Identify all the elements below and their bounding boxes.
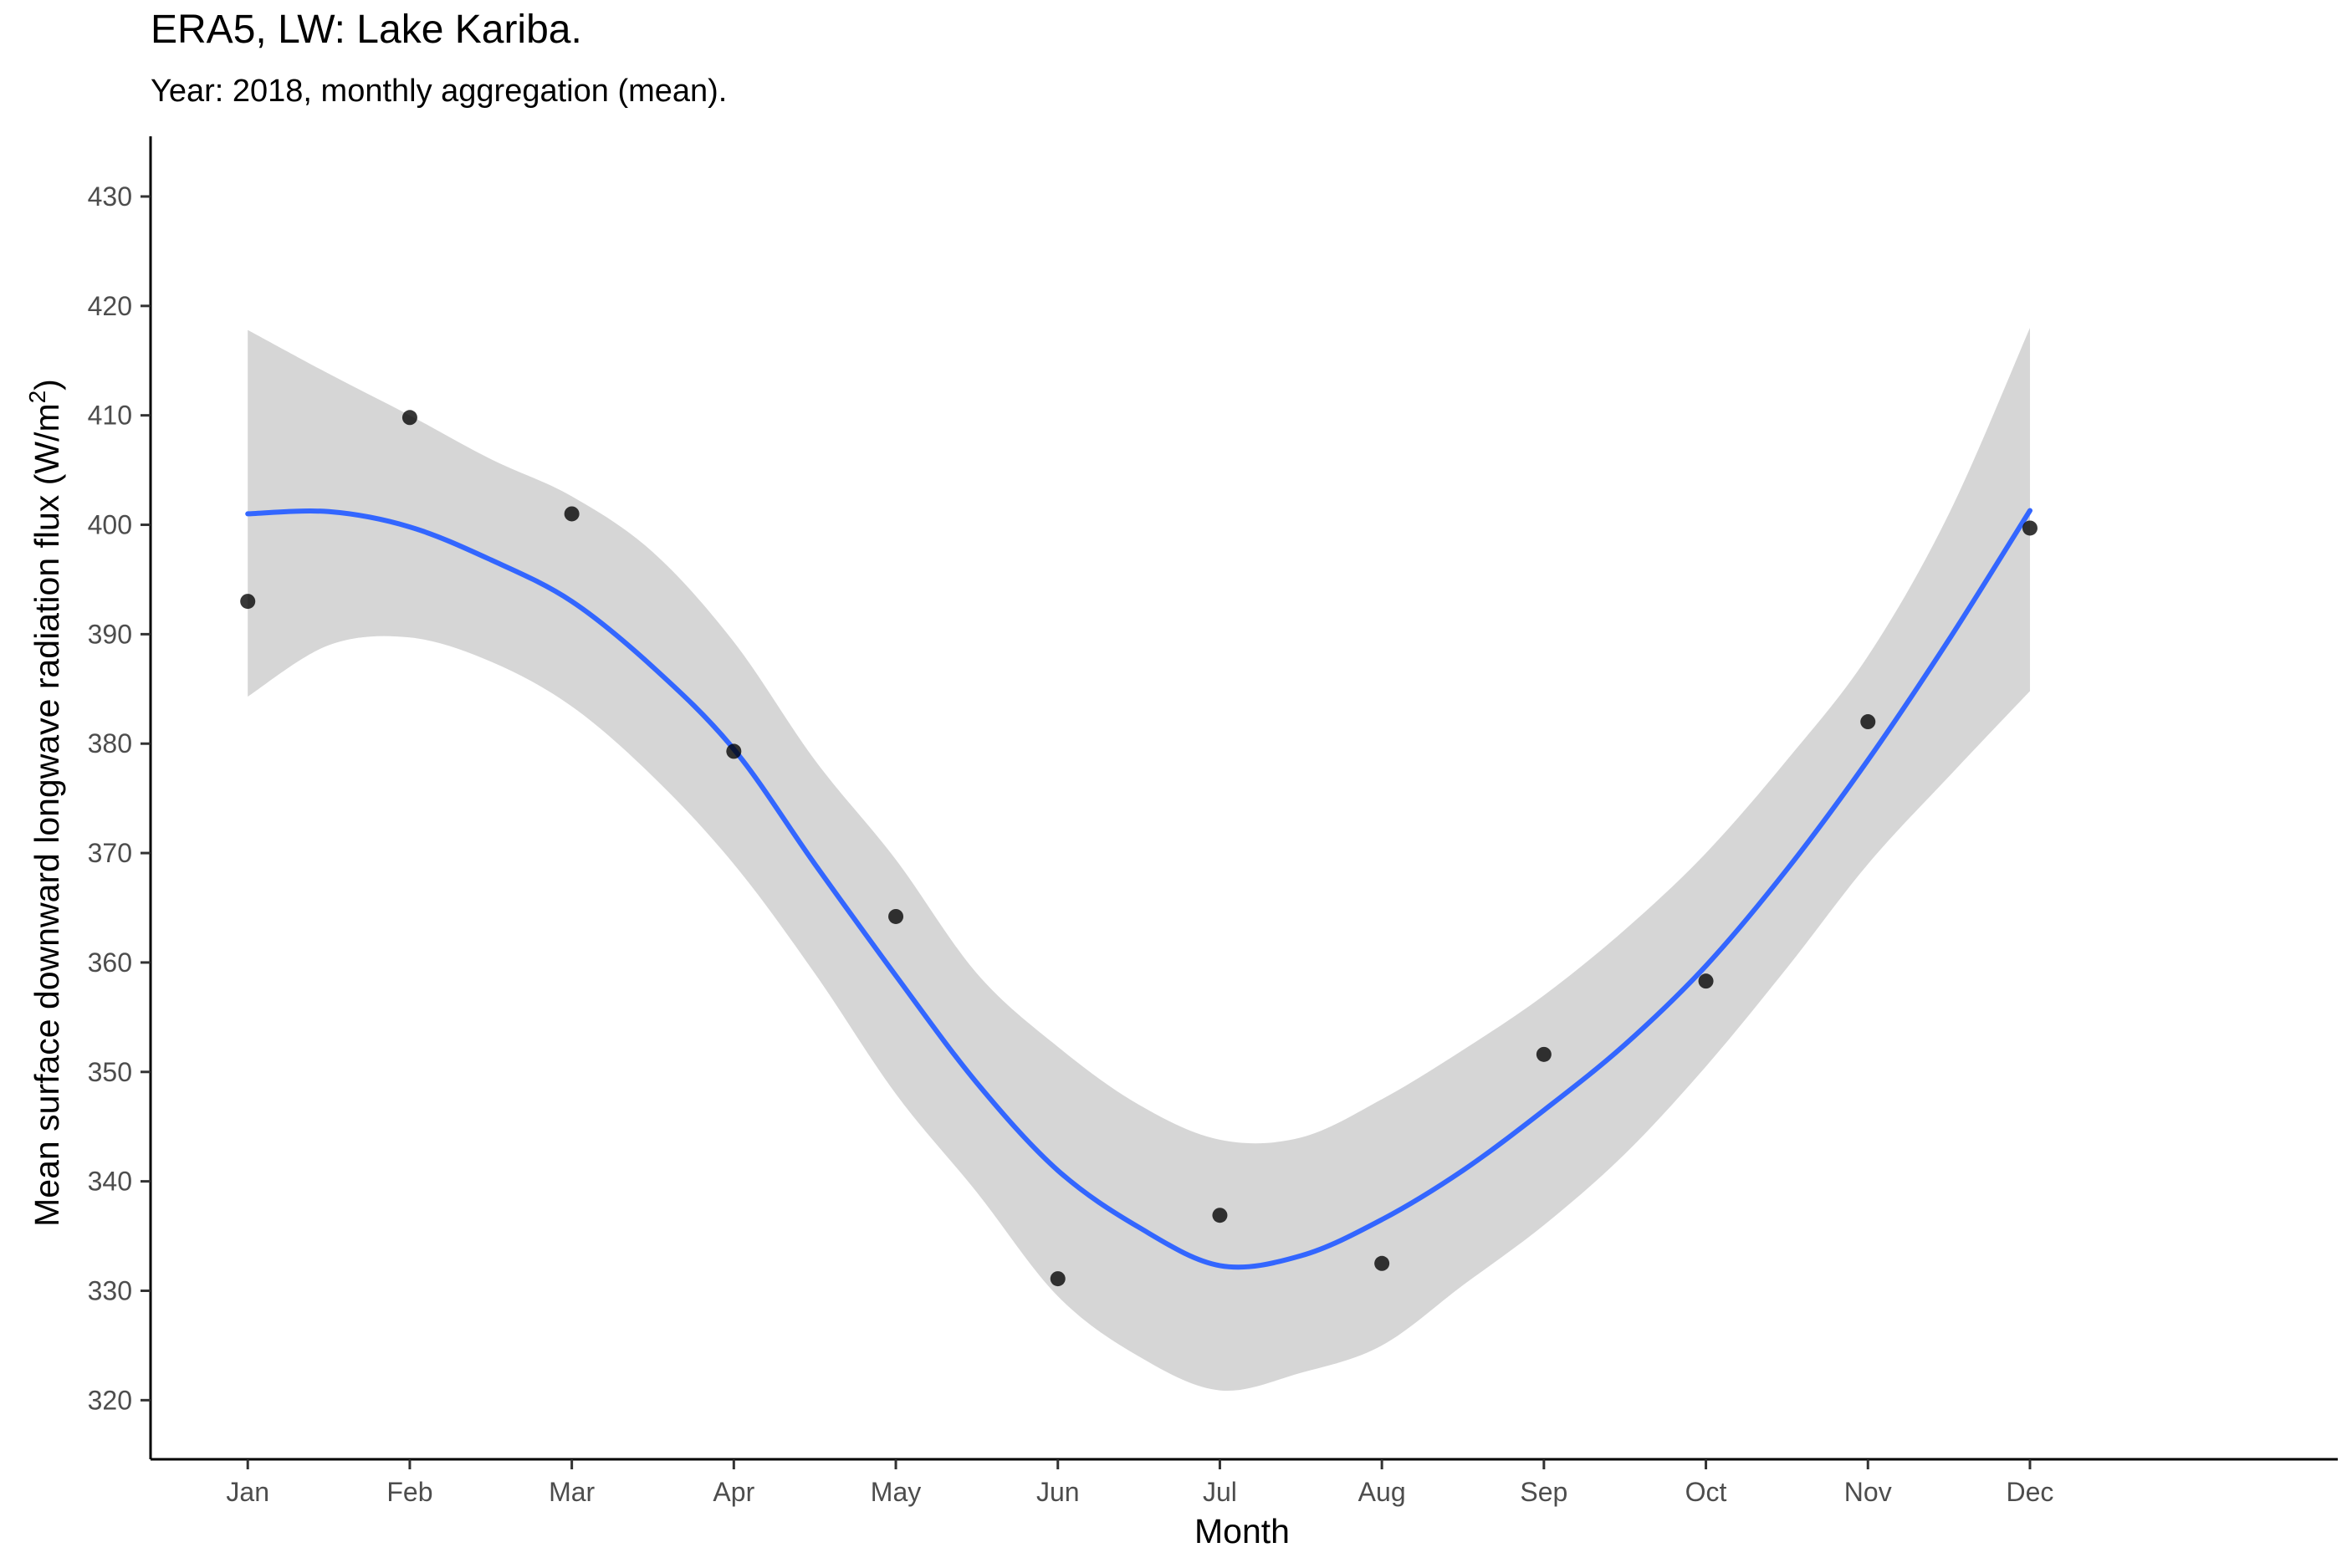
x-tick-label-dec: Dec: [2007, 1477, 2054, 1507]
y-axis-title-main: Mean surface downward longwave radiation…: [28, 403, 66, 1226]
x-tick-label-sep: Sep: [1520, 1477, 1567, 1507]
y-tick-label-420: 420: [88, 291, 132, 321]
x-tick-label-jun: Jun: [1036, 1477, 1080, 1507]
x-tick-label-oct: Oct: [1685, 1477, 1727, 1507]
data-point-sep: [1536, 1046, 1552, 1062]
axes-layer: 320 330 340 350 360 370 380 390 400 410 420 430 Jan F…: [88, 136, 2338, 1507]
y-tick-label-380: 380: [88, 728, 132, 758]
data-point-jan: [240, 594, 256, 610]
x-tick-label-jul: Jul: [1203, 1477, 1237, 1507]
y-axis-title: Mean surface downward longwave radiation…: [24, 379, 66, 1227]
x-tick-label-jan: Jan: [226, 1477, 269, 1507]
y-tick-label-340: 340: [88, 1167, 132, 1197]
y-tick-label-400: 400: [88, 510, 132, 540]
smooth-line: [245, 508, 2032, 1270]
x-tick-label-aug: Aug: [1358, 1477, 1406, 1507]
data-point-dec: [2022, 520, 2038, 536]
x-tick-label-mar: Mar: [549, 1477, 595, 1507]
y-tick-label-390: 390: [88, 619, 132, 649]
confidence-band-layer: [248, 328, 2031, 1392]
data-point-aug: [1374, 1255, 1390, 1271]
confidence-band: [248, 328, 2031, 1392]
y-axis-title-superscript: 2: [24, 391, 50, 404]
chart-subtitle: Year: 2018, monthly aggregation (mean).: [151, 74, 728, 109]
x-tick-label-nov: Nov: [1844, 1477, 1892, 1507]
data-point-jun: [1050, 1271, 1066, 1287]
y-axis-title-close: ): [28, 379, 66, 391]
smooth-line-layer: [245, 508, 2032, 1270]
data-point-mar: [564, 506, 580, 522]
x-tick-label-feb: Feb: [386, 1477, 432, 1507]
data-point-may: [888, 908, 904, 924]
y-tick-label-320: 320: [88, 1385, 132, 1415]
y-tick-label-360: 360: [88, 947, 132, 978]
data-point-apr: [726, 743, 742, 759]
data-point-oct: [1698, 973, 1714, 989]
y-tick-label-410: 410: [88, 401, 132, 431]
x-tick-label-apr: Apr: [713, 1477, 754, 1507]
data-point-nov: [1860, 714, 1876, 730]
chart-title: ERA5, LW: Lake Kariba.: [151, 8, 582, 52]
y-tick-label-430: 430: [88, 181, 132, 212]
data-points-layer: [240, 410, 2038, 1287]
data-point-jul: [1212, 1208, 1228, 1223]
y-tick-label-370: 370: [88, 838, 132, 868]
x-axis-title: Month: [1194, 1512, 1290, 1550]
y-tick-label-330: 330: [88, 1275, 132, 1305]
y-tick-label-350: 350: [88, 1057, 132, 1087]
data-point-feb: [401, 410, 417, 426]
x-tick-label-may: May: [871, 1477, 921, 1507]
